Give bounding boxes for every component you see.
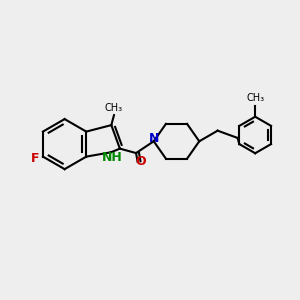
Text: O: O — [136, 155, 146, 168]
Text: F: F — [31, 152, 40, 165]
Text: CH₃: CH₃ — [105, 103, 123, 113]
Text: NH: NH — [102, 151, 123, 164]
Text: N: N — [149, 132, 160, 146]
Text: CH₃: CH₃ — [246, 94, 264, 103]
